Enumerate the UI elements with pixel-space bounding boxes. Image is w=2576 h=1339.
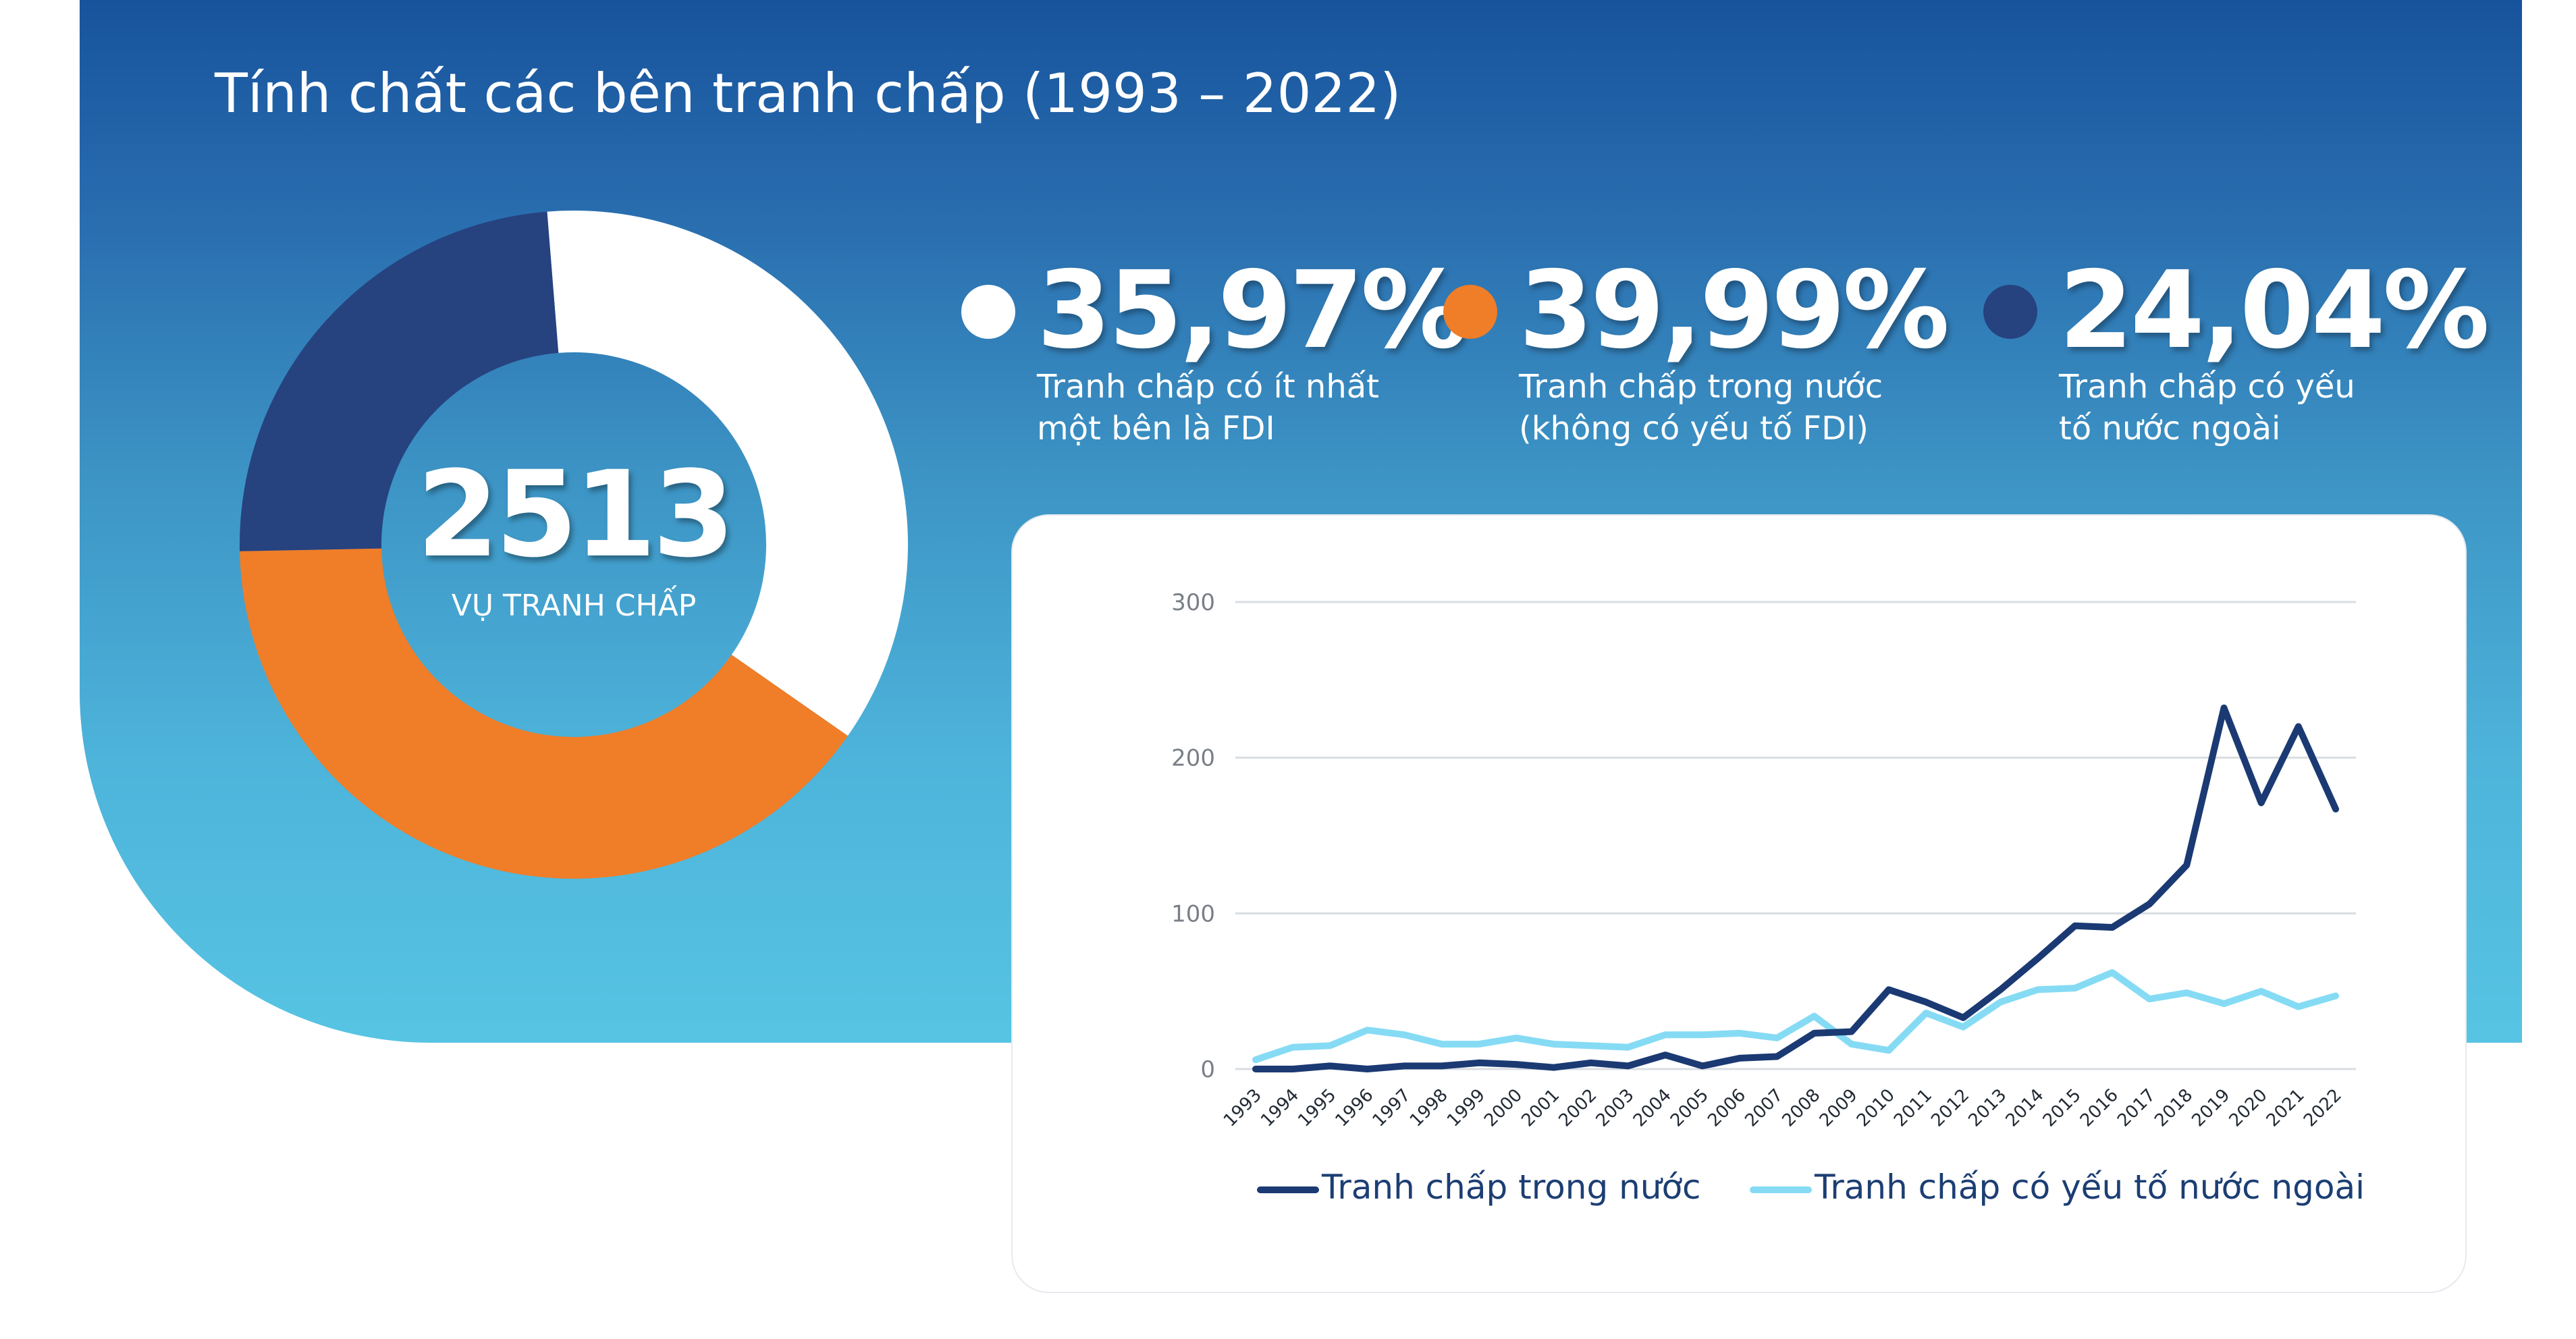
donut-total: 2513: [417, 445, 735, 584]
x-tick-label: 1994: [1257, 1085, 1303, 1131]
donut-slice-2: [240, 548, 848, 879]
stat-domestic-desc-line: (không có yếu tố FDI): [1519, 410, 1869, 447]
x-tick-label: 2009: [1816, 1085, 1862, 1131]
series-line-domestic: [1252, 704, 2339, 1072]
stat-foreign-value: 24,04%: [2059, 248, 2490, 373]
x-tick-label: 2000: [1480, 1085, 1526, 1131]
x-tick-label: 1996: [1331, 1085, 1377, 1131]
x-tick-label: 1998: [1406, 1085, 1452, 1131]
x-tick-label: 2008: [1779, 1085, 1825, 1131]
x-tick-label: 2006: [1704, 1085, 1750, 1131]
stat-fdi-description: Tranh chấp có ít nhất một bên là FDI: [1037, 366, 1415, 449]
stat-domestic-value: 39,99%: [1519, 248, 1950, 373]
legend-label-domestic: Tranh chấp trong nước: [1322, 1168, 1701, 1207]
series-line-foreign: [1252, 969, 2339, 1064]
x-tick-label: 1995: [1294, 1085, 1340, 1131]
x-tick-label: 2022: [2300, 1085, 2346, 1131]
x-tick-label: 1993: [1220, 1085, 1266, 1131]
chart-card: [1011, 514, 2467, 1293]
page-title: Tính chất các bên tranh chấp (1993 – 202…: [215, 62, 1401, 125]
legend-label-foreign: Tranh chấp có yếu tố nước ngoài: [1815, 1168, 2365, 1207]
x-tick-label: 2010: [1853, 1085, 1899, 1131]
x-tick-label: 2011: [1890, 1085, 1936, 1131]
donut-slice-1: [547, 211, 908, 736]
x-tick-label: 2005: [1667, 1085, 1713, 1131]
y-tick-label: 200: [1171, 745, 1215, 772]
stat-fdi-desc-line: Tranh chấp có ít nhất: [1037, 368, 1379, 406]
y-tick-label: 0: [1200, 1056, 1215, 1083]
stat-foreign-description: Tranh chấp có yếu tố nước ngoài: [2059, 366, 2437, 449]
stat-domestic-desc-line: Tranh chấp trong nước: [1519, 368, 1883, 406]
x-tick-label: 2015: [2039, 1085, 2085, 1131]
donut-caption: VỤ TRANH CHẤP: [451, 589, 697, 623]
donut-slice-3: [240, 211, 559, 551]
stat-domestic-description: Tranh chấp trong nước (không có yếu tố F…: [1519, 366, 1897, 449]
x-tick-label: 1997: [1369, 1085, 1415, 1131]
x-tick-label: 2003: [1592, 1085, 1638, 1131]
x-tick-label: 2004: [1630, 1085, 1675, 1131]
stat-fdi-value: 35,97%: [1037, 248, 1468, 373]
x-tick-label: 2020: [2226, 1085, 2272, 1131]
legend-swatch-domestic: [1257, 1186, 1319, 1193]
legend-swatch-foreign: [1750, 1186, 1812, 1193]
x-tick-label: 2012: [1927, 1085, 1973, 1131]
x-tick-label: 2018: [2151, 1085, 2197, 1131]
stat-fdi-desc-line: một bên là FDI: [1037, 410, 1275, 447]
x-tick-label: 2021: [2263, 1085, 2309, 1131]
x-tick-label: 2007: [1741, 1085, 1787, 1131]
stat-foreign-desc-line: Tranh chấp có yếu: [2059, 368, 2355, 406]
x-tick-label: 2016: [2076, 1085, 2122, 1131]
x-tick-label: 2017: [2114, 1085, 2159, 1131]
x-tick-label: 2019: [2188, 1085, 2234, 1131]
x-tick-label: 2001: [1518, 1085, 1563, 1131]
x-tick-label: 2002: [1555, 1085, 1601, 1131]
y-tick-label: 300: [1171, 589, 1215, 616]
stat-fdi-dot: [961, 285, 1015, 339]
stat-foreign-dot: [1983, 285, 2037, 339]
x-tick-label: 2014: [2002, 1085, 2048, 1131]
line-chart: 0100200300199319941995199619971998199920…: [1171, 589, 2356, 1131]
y-tick-label: 100: [1171, 900, 1215, 927]
stat-foreign-desc-line: tố nước ngoài: [2059, 410, 2281, 447]
x-tick-label: 1999: [1443, 1085, 1489, 1131]
donut-chart: [240, 211, 908, 879]
stat-domestic-dot: [1443, 285, 1497, 339]
x-tick-label: 2013: [1964, 1085, 2010, 1131]
